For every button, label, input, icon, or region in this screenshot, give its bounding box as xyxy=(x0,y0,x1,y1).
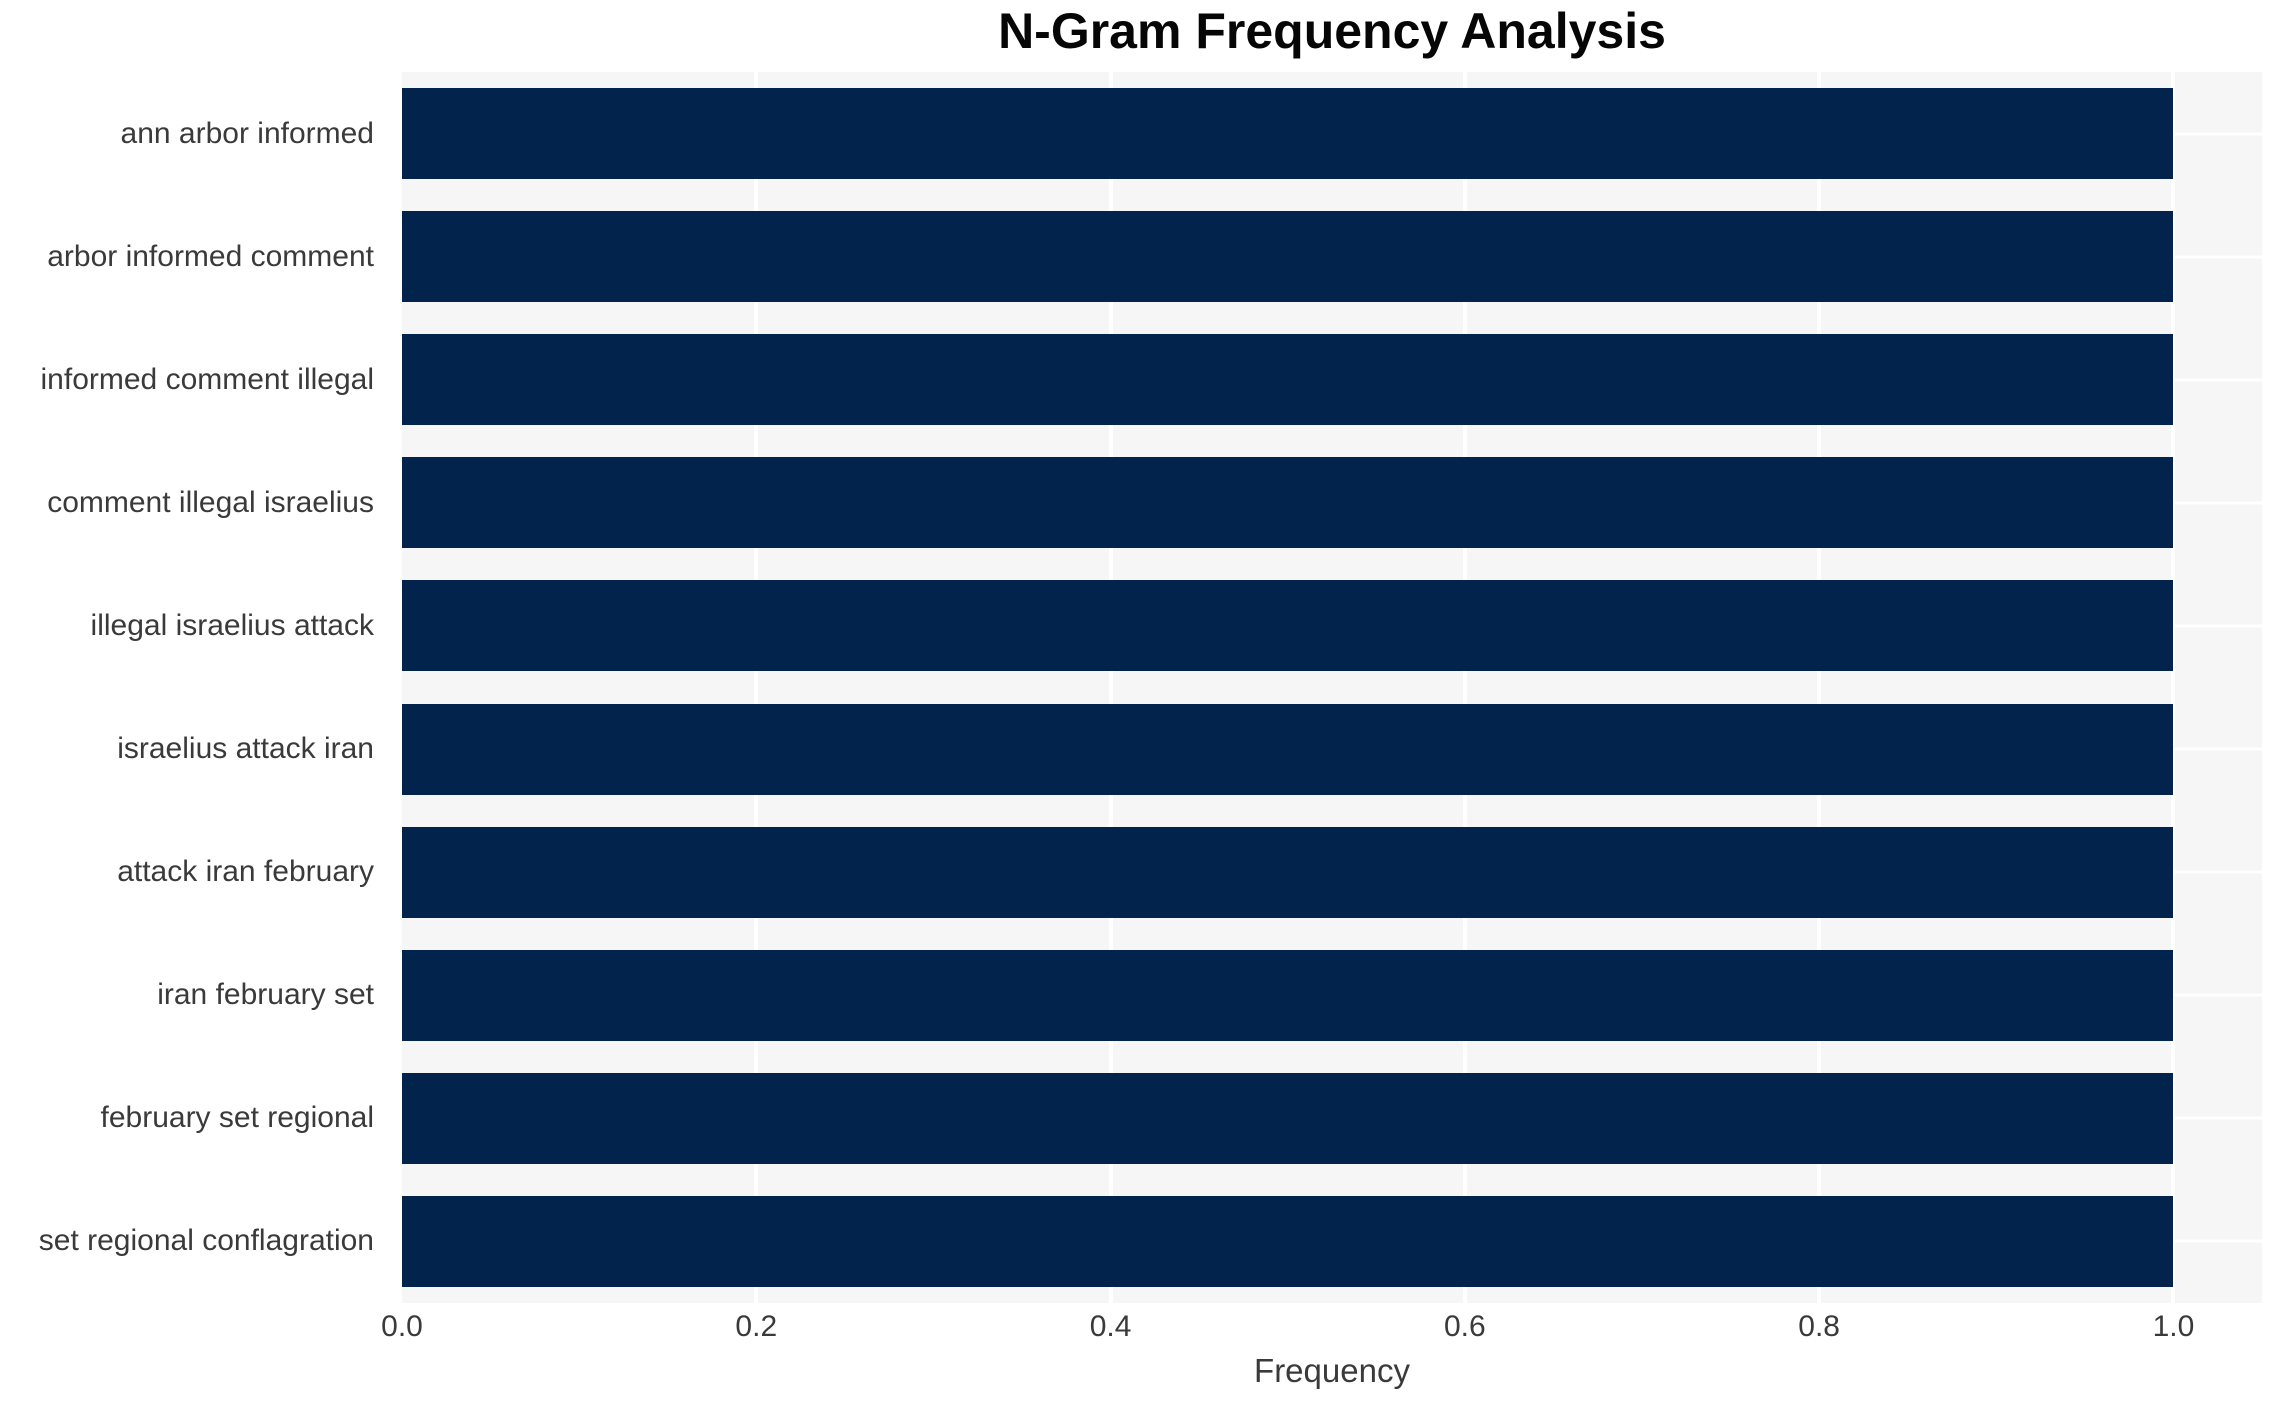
vertical-gridline xyxy=(1108,72,1113,1303)
bar xyxy=(402,1072,2174,1164)
y-axis-labels: ann arbor informed arbor informed comment… xyxy=(0,72,388,1303)
bar xyxy=(402,703,2174,795)
bar xyxy=(402,211,2174,303)
bar xyxy=(402,1195,2174,1287)
bar xyxy=(402,457,2174,549)
vertical-gridline xyxy=(1462,72,1467,1303)
x-axis-title: Frequency xyxy=(1254,1352,1410,1389)
x-tick-label: 0.2 xyxy=(735,1310,778,1343)
bar xyxy=(402,949,2174,1041)
y-tick-label: iran february set xyxy=(157,978,374,1012)
y-tick-label: comment illegal israelius xyxy=(47,485,374,519)
y-tick-label: attack iran february xyxy=(117,855,374,889)
x-tick-label: 0.0 xyxy=(381,1310,423,1343)
x-axis-ticks: 0.0 0.2 0.4 0.6 0.8 1.0 xyxy=(381,1303,2262,1349)
bar xyxy=(402,88,2174,180)
y-tick-label: february set regional xyxy=(100,1101,375,1135)
chart-title: N-Gram Frequency Analysis xyxy=(998,3,1666,59)
y-tick-label: set regional conflagration xyxy=(38,1224,374,1258)
x-tick-label: 0.6 xyxy=(1443,1310,1486,1343)
y-tick-label: informed comment illegal xyxy=(40,362,374,396)
bar xyxy=(402,334,2174,426)
vertical-gridline xyxy=(754,72,759,1303)
y-tick-label: illegal israelius attack xyxy=(90,608,374,642)
y-tick-label: israelius attack iran xyxy=(117,732,374,766)
bar xyxy=(402,580,2174,672)
vertical-gridline xyxy=(1817,72,1822,1303)
x-tick-label: 1.0 xyxy=(2152,1310,2195,1343)
x-tick-label: 0.8 xyxy=(1798,1310,1840,1343)
y-tick-label: ann arbor informed xyxy=(120,116,374,150)
x-tick-label: 0.4 xyxy=(1089,1310,1132,1343)
bar xyxy=(402,826,2174,918)
vertical-gridline xyxy=(2171,72,2176,1303)
y-tick-label: arbor informed comment xyxy=(47,239,374,273)
plot-area xyxy=(402,72,2262,1303)
